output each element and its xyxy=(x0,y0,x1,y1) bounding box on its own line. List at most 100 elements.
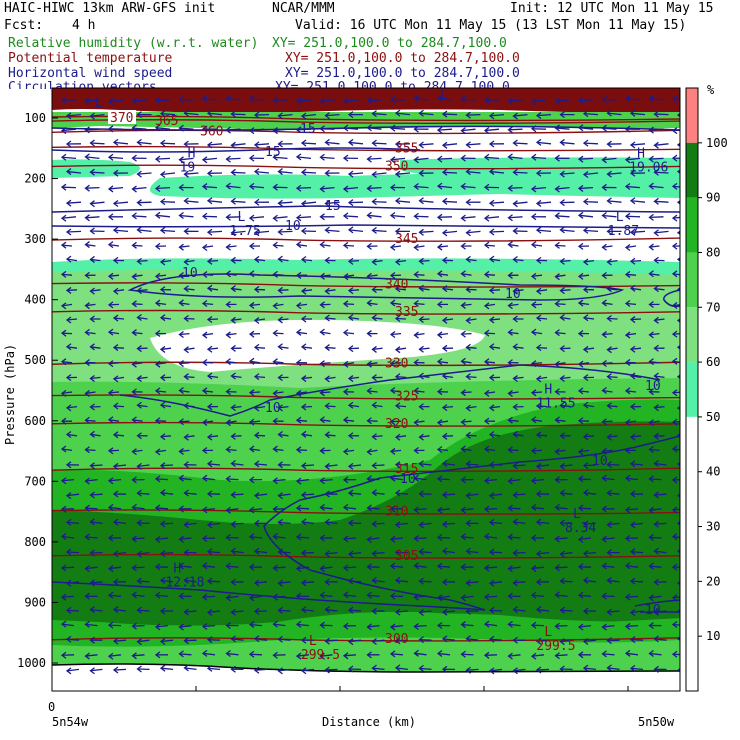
wind-vector-head xyxy=(554,564,560,572)
wind-vector-head xyxy=(624,534,631,542)
wind-vector xyxy=(137,639,150,643)
wind-vector-head xyxy=(418,664,424,672)
wind-vector xyxy=(649,332,660,336)
wind-speed-label: 10 xyxy=(285,219,301,234)
wind-vector xyxy=(231,375,242,379)
wind-vector-head xyxy=(582,345,589,353)
wind-speed-label: 10 xyxy=(505,287,521,302)
wind-vector-head xyxy=(84,328,90,336)
wind-vector xyxy=(649,508,662,511)
wind-vector-head xyxy=(319,301,325,309)
y-tick-label: 300 xyxy=(24,232,46,246)
wind-vector xyxy=(343,506,357,510)
wind-vector xyxy=(231,493,244,496)
wind-vector-head xyxy=(371,374,377,382)
colorbar-unit: % xyxy=(707,83,715,97)
wind-vector-head xyxy=(676,142,680,148)
wind-vector-head xyxy=(436,445,443,454)
wind-vector-head xyxy=(342,652,349,660)
wind-vector xyxy=(508,536,521,539)
wind-vector xyxy=(555,303,566,306)
wind-vector-head xyxy=(507,241,513,249)
wind-vector xyxy=(466,230,481,234)
wind-vector-head xyxy=(347,519,354,527)
wind-vector xyxy=(301,581,315,584)
wind-vector xyxy=(437,157,453,160)
wind-vector xyxy=(461,98,476,101)
wind-vector-head xyxy=(648,562,654,570)
wind-vector-head xyxy=(535,112,542,120)
wind-vector-head xyxy=(89,343,95,351)
wind-vector-head xyxy=(159,110,166,118)
wind-vector xyxy=(531,99,547,103)
wind-vector xyxy=(437,273,449,276)
wind-vector xyxy=(320,506,333,510)
wind-vector xyxy=(249,623,263,627)
wind-vector xyxy=(607,375,618,379)
wind-vector-head xyxy=(300,375,307,383)
wind-vector-head xyxy=(577,651,584,659)
wind-vector-head xyxy=(418,577,424,585)
wind-vector xyxy=(160,201,176,203)
wind-vector-head xyxy=(559,401,565,409)
wind-vector-head xyxy=(347,432,354,440)
wind-vector-head xyxy=(413,243,419,252)
wind-vector xyxy=(437,536,451,539)
wind-vector xyxy=(207,435,219,438)
wind-vector-head xyxy=(436,533,443,541)
wind-vector xyxy=(249,420,261,423)
wind-vector-head xyxy=(653,665,659,673)
wind-vector xyxy=(85,243,96,247)
wind-vector xyxy=(419,112,434,116)
wind-vector-head xyxy=(648,213,654,221)
wind-vector xyxy=(202,477,216,481)
wind-vector-head xyxy=(84,241,90,249)
wind-vector xyxy=(254,493,268,497)
wind-vector-head xyxy=(253,229,260,237)
wind-vector xyxy=(278,258,289,262)
wind-vector-head xyxy=(248,563,255,571)
wind-vector xyxy=(108,186,124,190)
wind-vector xyxy=(419,551,432,554)
x-left-label: 5n54w xyxy=(52,715,89,729)
wind-vector-head xyxy=(488,343,495,351)
wind-vector-head xyxy=(582,286,589,294)
wind-vector xyxy=(207,200,223,203)
wind-vector-head xyxy=(154,272,161,280)
wind-vector-head xyxy=(671,330,678,338)
wind-vector-head xyxy=(178,330,184,339)
wind-vector xyxy=(273,391,284,395)
wind-vector xyxy=(184,492,197,495)
theta-label: 355 xyxy=(395,141,418,156)
wind-vector xyxy=(625,332,637,336)
wind-vector-head xyxy=(178,418,184,426)
wind-vector-head xyxy=(601,183,607,191)
wind-vector xyxy=(90,521,103,525)
wind-vector xyxy=(489,201,505,204)
wind-vector-head xyxy=(441,432,448,440)
wind-vector-head xyxy=(60,214,67,222)
wind-vector xyxy=(419,522,432,526)
wind-vector xyxy=(630,435,642,438)
wind-vector xyxy=(489,258,501,262)
wind-vector-head xyxy=(295,214,302,222)
wind-vector-head xyxy=(676,405,680,411)
wind-vector-head xyxy=(671,154,678,162)
wind-vector-head xyxy=(347,550,354,558)
wind-vector xyxy=(625,157,641,161)
wind-vector-head xyxy=(648,445,654,454)
wind-vector-head xyxy=(554,97,560,105)
wind-vector-head xyxy=(577,96,584,104)
wind-vector-head xyxy=(65,228,72,236)
wind-vector xyxy=(184,347,195,351)
wind-vector xyxy=(343,186,359,190)
wind-vector-head xyxy=(413,387,419,395)
extremum-value: 19.06 xyxy=(629,160,668,175)
wind-vector xyxy=(607,405,618,408)
wind-vector xyxy=(226,448,237,452)
wind-vector xyxy=(273,216,288,219)
wind-vector-head xyxy=(225,155,231,163)
wind-vector xyxy=(343,331,355,335)
wind-vector-head xyxy=(159,198,166,206)
wind-vector-head xyxy=(441,491,448,499)
